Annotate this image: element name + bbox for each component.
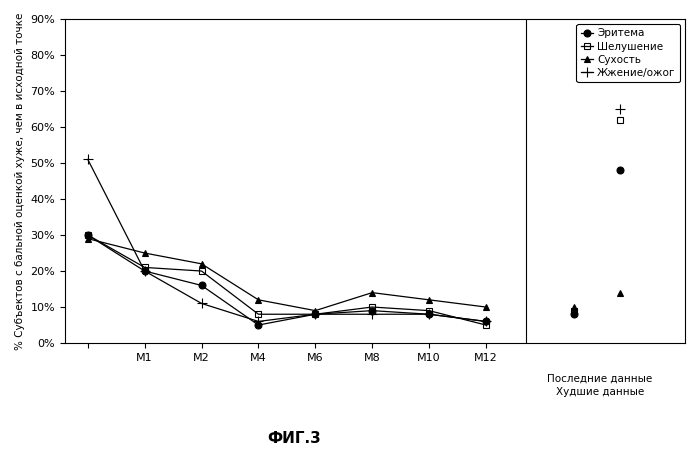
Y-axis label: % Субъектов с бальной оценкой хуже, чем в исходной точке: % Субъектов с бальной оценкой хуже, чем … xyxy=(15,12,25,350)
Legend: Эритема, Шелушение, Сухость, Жжение/ожог: Эритема, Шелушение, Сухость, Жжение/ожог xyxy=(576,24,680,82)
Text: Худшие данные: Худшие данные xyxy=(556,387,644,397)
Text: ФИГ.3: ФИГ.3 xyxy=(267,432,321,446)
Text: Последние данные: Последние данные xyxy=(547,374,652,384)
